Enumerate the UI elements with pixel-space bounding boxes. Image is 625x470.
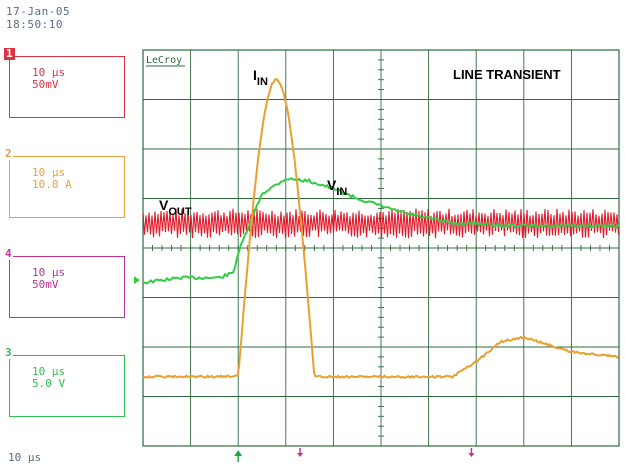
vout-label: VOUT	[159, 197, 192, 218]
channel-4-number: 4	[4, 247, 13, 260]
channel-2-scale: 10.0 A	[32, 178, 72, 191]
channel-2-timebase: 10 µs	[32, 166, 66, 179]
channel-3-box[interactable]: 3 10 µs 5.0 V	[4, 347, 125, 417]
channel-1-number: 1	[4, 47, 15, 60]
channel-2-box[interactable]: 2 10 µs 10.0 A	[4, 148, 125, 218]
iin-label: IIN	[253, 67, 268, 88]
traces	[142, 77, 620, 380]
channel-1-timebase: 10 µs	[32, 66, 66, 79]
brand-label: LeCroy	[146, 55, 182, 66]
date-stamp: 17-Jan-05	[6, 5, 71, 18]
chart-title: LINE TRANSIENT	[453, 67, 561, 82]
channel-1-box[interactable]: 1 10 µs 50mV	[4, 48, 125, 118]
channel-3-number: 3	[4, 346, 13, 359]
channel-1-scale: 50mV	[32, 78, 59, 91]
cursor-arrow-icon	[297, 453, 304, 457]
channel-3-timebase: 10 µs	[32, 365, 66, 378]
markers	[134, 276, 475, 462]
vin-ground-marker	[134, 276, 140, 285]
iin-trace	[142, 77, 619, 380]
timebase-readout: 10 µs	[8, 451, 42, 464]
vout-trace	[142, 208, 620, 239]
channel-4-timebase: 10 µs	[32, 266, 66, 279]
channel-3-scale: 5.0 V	[32, 377, 66, 390]
channel-2-number: 2	[4, 147, 13, 160]
channel-4-scale: 50mV	[32, 278, 59, 291]
vin-label: VIN	[327, 177, 347, 198]
cursor-arrow-icon	[468, 453, 475, 457]
scope-grid	[142, 49, 620, 447]
vin-trace	[142, 177, 620, 285]
trigger-arrow-icon	[234, 450, 243, 456]
time-stamp: 18:50:10	[6, 18, 63, 31]
channel-4-box[interactable]: 4 10 µs 50mV	[4, 248, 125, 318]
